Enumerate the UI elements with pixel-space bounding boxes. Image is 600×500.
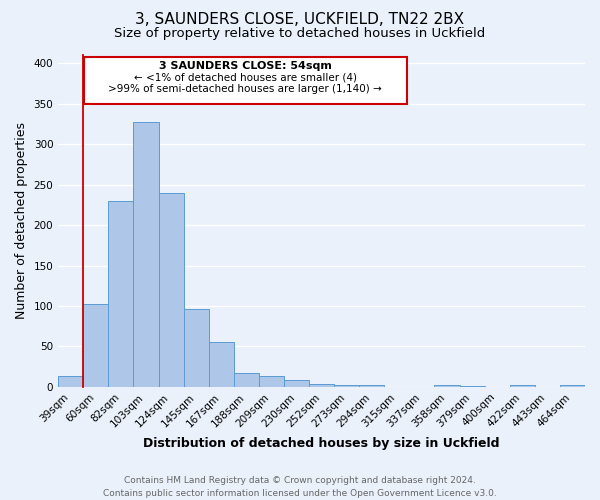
- Text: >99% of semi-detached houses are larger (1,140) →: >99% of semi-detached houses are larger …: [109, 84, 382, 94]
- Text: Contains HM Land Registry data © Crown copyright and database right 2024.
Contai: Contains HM Land Registry data © Crown c…: [103, 476, 497, 498]
- Bar: [334, 384, 359, 387]
- Bar: [359, 386, 385, 387]
- Bar: [560, 384, 585, 387]
- X-axis label: Distribution of detached houses by size in Uckfield: Distribution of detached houses by size …: [143, 437, 500, 450]
- Bar: [184, 309, 209, 387]
- Bar: [83, 304, 109, 387]
- Text: 3 SAUNDERS CLOSE: 54sqm: 3 SAUNDERS CLOSE: 54sqm: [159, 62, 332, 72]
- Bar: [259, 376, 284, 387]
- Text: 3, SAUNDERS CLOSE, UCKFIELD, TN22 2BX: 3, SAUNDERS CLOSE, UCKFIELD, TN22 2BX: [136, 12, 464, 28]
- Bar: [460, 386, 485, 387]
- Bar: [109, 200, 133, 387]
- Bar: [284, 380, 309, 387]
- Bar: [58, 376, 83, 387]
- Bar: [209, 342, 234, 387]
- Bar: [133, 122, 158, 387]
- Bar: [510, 384, 535, 387]
- Bar: [84, 56, 407, 104]
- Bar: [434, 386, 460, 387]
- Bar: [309, 384, 334, 387]
- Text: ← <1% of detached houses are smaller (4): ← <1% of detached houses are smaller (4): [134, 72, 357, 83]
- Bar: [158, 194, 184, 387]
- Text: Size of property relative to detached houses in Uckfield: Size of property relative to detached ho…: [115, 28, 485, 40]
- Bar: [234, 373, 259, 387]
- Y-axis label: Number of detached properties: Number of detached properties: [15, 122, 28, 320]
